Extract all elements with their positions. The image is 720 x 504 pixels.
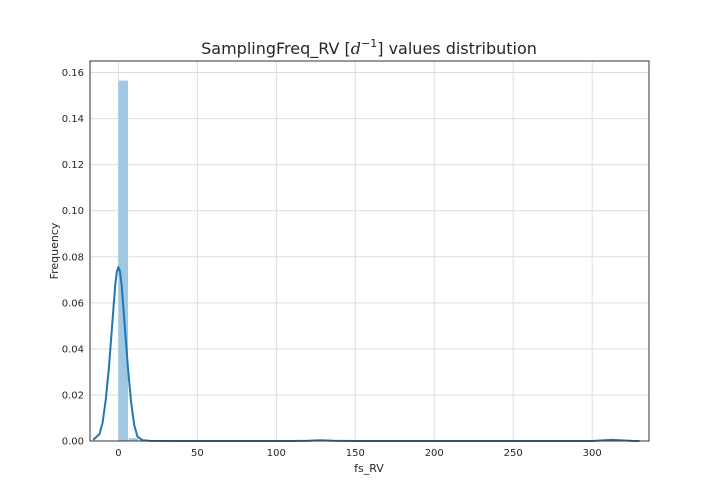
histogram-bar-1 bbox=[128, 438, 139, 441]
x-tick-label-3: 150 bbox=[346, 448, 365, 459]
y-axis-ticks: 0.00 0.02 0.04 0.06 0.08 0.10 0.12 0.14 0.16 bbox=[62, 68, 84, 447]
y-tick-label-2: 0.04 bbox=[62, 344, 84, 355]
kde-curve bbox=[92, 266, 640, 442]
y-tick-label-8: 0.16 bbox=[62, 68, 84, 79]
y-tick-label-3: 0.06 bbox=[62, 298, 84, 309]
y-tick-label-7: 0.14 bbox=[62, 114, 84, 125]
x-tick-label-2: 100 bbox=[267, 448, 286, 459]
title-prefix: SamplingFreq_RV [ bbox=[201, 39, 351, 59]
x-tick-label-4: 200 bbox=[425, 448, 444, 459]
title-base: d bbox=[351, 39, 361, 58]
y-tick-label-4: 0.08 bbox=[62, 252, 84, 263]
y-axis-label: Frequency bbox=[48, 222, 61, 279]
histogram-bars bbox=[118, 80, 624, 442]
y-tick-label-6: 0.12 bbox=[62, 160, 84, 171]
y-tick-label-5: 0.10 bbox=[62, 206, 84, 217]
histogram-bar-0 bbox=[118, 80, 129, 442]
plot-frame bbox=[89, 60, 650, 442]
chart-title-text: SamplingFreq_RV [d−1] values distributio… bbox=[201, 37, 537, 59]
x-tick-label-5: 250 bbox=[504, 448, 523, 459]
kde-line bbox=[92, 266, 640, 442]
title-suffix: ] values distribution bbox=[377, 39, 537, 58]
x-axis-ticks: 0 50 100 150 200 250 300 bbox=[115, 448, 601, 459]
x-axis-label: fs_RV bbox=[354, 462, 384, 475]
title-exponent: −1 bbox=[361, 37, 377, 50]
chart-title: SamplingFreq_RV [d−1] values distributio… bbox=[201, 37, 537, 59]
y-tick-label-1: 0.02 bbox=[62, 390, 84, 401]
x-tick-label-0: 0 bbox=[115, 448, 121, 459]
grid-lines bbox=[90, 61, 649, 442]
x-tick-label-6: 300 bbox=[583, 448, 602, 459]
x-tick-label-1: 50 bbox=[191, 448, 204, 459]
y-tick-label-0: 0.00 bbox=[62, 437, 84, 448]
